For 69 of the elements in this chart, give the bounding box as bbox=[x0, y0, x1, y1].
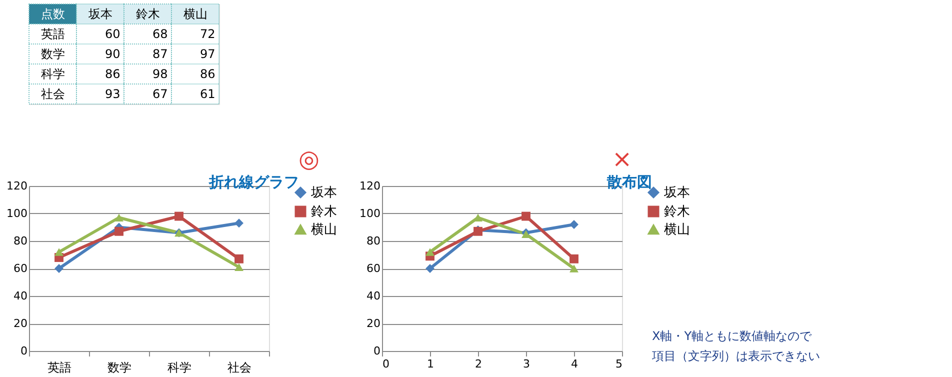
legend-label: 鈴木 bbox=[664, 204, 690, 220]
point bbox=[234, 254, 244, 264]
data-label: 86 bbox=[104, 67, 120, 81]
x-tick-label: 科学 bbox=[168, 360, 192, 374]
x-tick-label: 1 bbox=[427, 358, 434, 370]
y-tick-label: 120 bbox=[360, 180, 380, 192]
point bbox=[114, 214, 124, 222]
y-tick-label: 40 bbox=[366, 290, 380, 302]
y-tick-label: 数学 bbox=[40, 47, 65, 61]
data-label: 93 bbox=[104, 87, 120, 101]
y-tick-label: 40 bbox=[14, 290, 28, 302]
data-label: 90 bbox=[104, 47, 120, 61]
y-tick-label: 60 bbox=[14, 262, 28, 275]
x-tick-label: 横山 bbox=[183, 7, 208, 21]
y-tick-label: 80 bbox=[366, 234, 380, 248]
point bbox=[54, 264, 64, 273]
text: × bbox=[612, 145, 632, 173]
data-label: 61 bbox=[200, 87, 216, 101]
data-label: 97 bbox=[200, 47, 216, 61]
y-tick-label: 100 bbox=[360, 207, 380, 220]
x-tick-label: 社会 bbox=[228, 360, 252, 374]
chart-title: 折れ線グラフ bbox=[208, 173, 299, 191]
y-tick-label: 社会 bbox=[40, 87, 65, 101]
point bbox=[570, 264, 578, 272]
data-label: 86 bbox=[200, 67, 216, 81]
point bbox=[522, 212, 530, 221]
x-tick-label: 鈴木 bbox=[136, 7, 160, 21]
point bbox=[174, 212, 184, 221]
y-tick-label: 120 bbox=[6, 180, 28, 192]
y-tick-label: 20 bbox=[14, 317, 28, 330]
x-tick-label: 坂本 bbox=[87, 7, 112, 21]
point bbox=[234, 218, 244, 228]
point bbox=[570, 254, 578, 264]
legend-label: 横山 bbox=[311, 222, 337, 238]
data-label: 98 bbox=[152, 67, 168, 81]
point bbox=[570, 220, 578, 229]
point bbox=[54, 248, 64, 256]
text: ◎ bbox=[298, 145, 320, 173]
legend-label: 坂本 bbox=[310, 186, 337, 200]
data-label: 60 bbox=[104, 27, 120, 41]
point bbox=[426, 248, 434, 256]
x-tick-label: 0 bbox=[382, 358, 390, 370]
legend-label: 坂本 bbox=[663, 186, 690, 200]
y-tick-label: 80 bbox=[14, 234, 28, 248]
y-tick-label: 20 bbox=[366, 317, 380, 330]
data-label: 68 bbox=[152, 27, 168, 41]
y-tick-label: 100 bbox=[6, 207, 28, 220]
text: X軸・Y軸ともに数値軸なので bbox=[652, 329, 813, 343]
y-tick-label: 科学 bbox=[40, 67, 65, 81]
x-tick-label: 2 bbox=[475, 358, 482, 370]
text: 点数 bbox=[40, 7, 65, 21]
x-tick-label: 数学 bbox=[108, 360, 132, 374]
y-tick-label: 60 bbox=[366, 262, 380, 275]
data-label: 87 bbox=[152, 47, 168, 61]
x-tick-label: 5 bbox=[616, 358, 622, 370]
y-tick-label: 0 bbox=[20, 344, 28, 358]
x-tick-label: 3 bbox=[523, 358, 530, 370]
chart-title: 散布図 bbox=[606, 173, 652, 191]
point bbox=[234, 263, 244, 271]
y-tick-label: 英語 bbox=[40, 27, 65, 41]
legend-label: 横山 bbox=[664, 222, 690, 238]
point bbox=[426, 264, 434, 273]
point bbox=[114, 226, 124, 236]
data-label: 67 bbox=[152, 87, 168, 101]
x-tick-label: 4 bbox=[571, 358, 578, 370]
y-tick-label: 0 bbox=[374, 344, 380, 358]
text: 項目（文字列）は表示できない bbox=[651, 349, 820, 363]
data-label: 72 bbox=[200, 27, 216, 41]
legend-label: 鈴木 bbox=[311, 204, 337, 220]
